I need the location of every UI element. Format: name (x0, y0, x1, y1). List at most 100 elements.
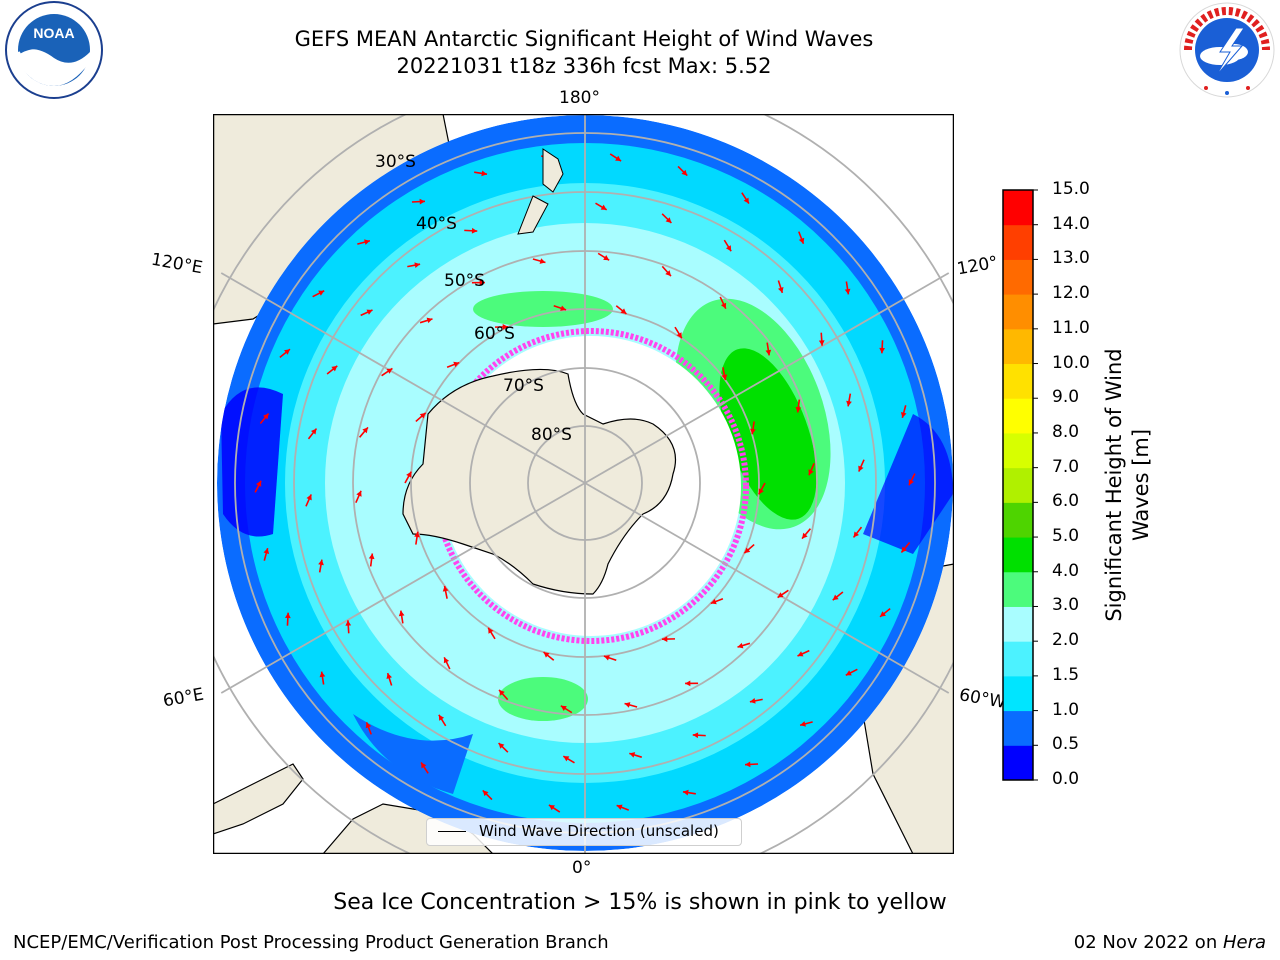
sea-ice-note: Sea Ice Concentration > 15% is shown in … (333, 890, 947, 915)
colorbar-tick-label: 6.0 (1052, 491, 1080, 512)
nws-logo (1179, 2, 1275, 98)
arrow-head (498, 743, 505, 749)
colorbar-segment (1003, 641, 1033, 677)
arrow-head (853, 531, 860, 538)
arrow-head (743, 197, 749, 204)
arrow-head (846, 400, 852, 407)
arrow-head (879, 347, 886, 354)
arrow-head (758, 488, 764, 495)
arrow-head (482, 790, 489, 797)
arrow-head (438, 714, 445, 721)
colorbar-segment (1003, 224, 1033, 260)
lat-label-80s: 80°S (531, 425, 572, 445)
arrow-head (737, 642, 744, 649)
arrow-head (481, 170, 488, 177)
machine-name: Hera (1222, 932, 1266, 953)
arrow-head (845, 670, 852, 676)
lat-label-50s: 50°S (444, 271, 485, 291)
graticule (213, 114, 954, 854)
legend-label: Wind Wave Direction (unscaled) (479, 822, 719, 840)
colorbar-segment (1003, 675, 1033, 712)
arrow-head (900, 412, 907, 418)
colorbar-tick-label: 1.5 (1052, 664, 1080, 685)
arrow-head (263, 548, 270, 554)
svg-text:NOAA: NOAA (33, 25, 74, 41)
chart-title: GEFS MEAN Antarctic Significant Height o… (294, 27, 874, 51)
wave-height-field (217, 115, 953, 851)
lat-label-30s: 30°S (375, 152, 416, 172)
arrow-head (310, 428, 317, 435)
arrow-head (488, 627, 494, 634)
arrow-head (603, 255, 610, 261)
colorbar-segment (1003, 432, 1033, 469)
arrow-head (414, 531, 420, 538)
colorbar-tick-label: 0.0 (1052, 769, 1080, 789)
lat-label-70s: 70°S (503, 376, 544, 396)
colorbar-label-line2: Waves [m] (1129, 428, 1153, 542)
polar-map: 180° 120°E 120° 60°E 60°W 0° 30°S 40°S 5… (150, 88, 1008, 878)
run-date: 02 Nov 2022 on Hera (1074, 932, 1266, 953)
arrow-head (858, 465, 864, 472)
colorbar-segment (1003, 259, 1033, 295)
colorbar-segment (1003, 328, 1033, 365)
arrow-head (318, 290, 325, 296)
arrow-head (765, 349, 772, 356)
arrow-head (880, 611, 886, 617)
arrow-head (499, 689, 505, 696)
arrow-head (795, 406, 802, 413)
colorbar-segment (1003, 363, 1033, 399)
arrow-head (800, 721, 806, 727)
colorbar-border (1002, 189, 1034, 781)
arrow-head (798, 237, 805, 244)
map-border (213, 114, 954, 854)
arrow-head (398, 610, 405, 617)
arrow-head (662, 636, 668, 642)
map-legend: Wind Wave Direction (unscaled) (426, 818, 742, 846)
arrow-head (386, 368, 393, 374)
arrow-head (778, 287, 784, 293)
colorbar-segment (1003, 537, 1033, 573)
colorbar-tick-label: 2.0 (1052, 630, 1080, 651)
colorbar-segment (1003, 190, 1033, 226)
lat-label-40s: 40°S (416, 214, 457, 234)
arrow-head (744, 547, 751, 554)
arrow-head (681, 169, 688, 176)
arrow-head (725, 245, 732, 252)
meridian-line (220, 482, 586, 694)
arrow-head (777, 592, 784, 598)
arrow-head (676, 332, 682, 339)
arrow-head (414, 262, 421, 268)
meridian-line (584, 482, 950, 694)
arrow-head (603, 655, 610, 661)
colorbar-tick-label: 11.0 (1052, 317, 1090, 338)
colorbar-tick-label: 4.0 (1052, 560, 1080, 581)
arrow-head (319, 671, 326, 678)
arrow-head (615, 155, 622, 162)
lon-label-120w: 120° (955, 252, 1000, 280)
arrow-head (366, 309, 373, 315)
arrow-head (318, 559, 324, 566)
arrow-head (818, 340, 825, 346)
arrow-head (256, 480, 262, 487)
arrow-head (365, 722, 372, 729)
arrow-head (419, 198, 425, 205)
noaa-logo: NOAA (5, 1, 103, 99)
arrow-head (453, 361, 460, 368)
land-new-zealand (517, 148, 564, 235)
arrow-head (832, 594, 839, 601)
lat-label-60s: 60°S (474, 324, 515, 344)
chart-subtitle: 20221031 t18z 336h fcst Max: 5.52 (396, 54, 772, 78)
arrow-head (665, 270, 671, 277)
lon-label-120e: 120°E (149, 249, 205, 279)
arrow-head (682, 789, 689, 796)
arrow-head (844, 288, 851, 295)
arrow-head (720, 302, 727, 309)
colorbar-segment (1003, 294, 1033, 330)
arrow-head (479, 279, 485, 286)
colorbar-segment (1003, 745, 1033, 781)
credit-line: NCEP/EMC/Verification Post Processing Pr… (13, 932, 609, 953)
colorbar-tick-label: 1.0 (1052, 699, 1080, 720)
lon-label-60w: 60°W (957, 685, 1008, 713)
arrow-head (419, 412, 426, 419)
arrow-head (356, 490, 362, 497)
